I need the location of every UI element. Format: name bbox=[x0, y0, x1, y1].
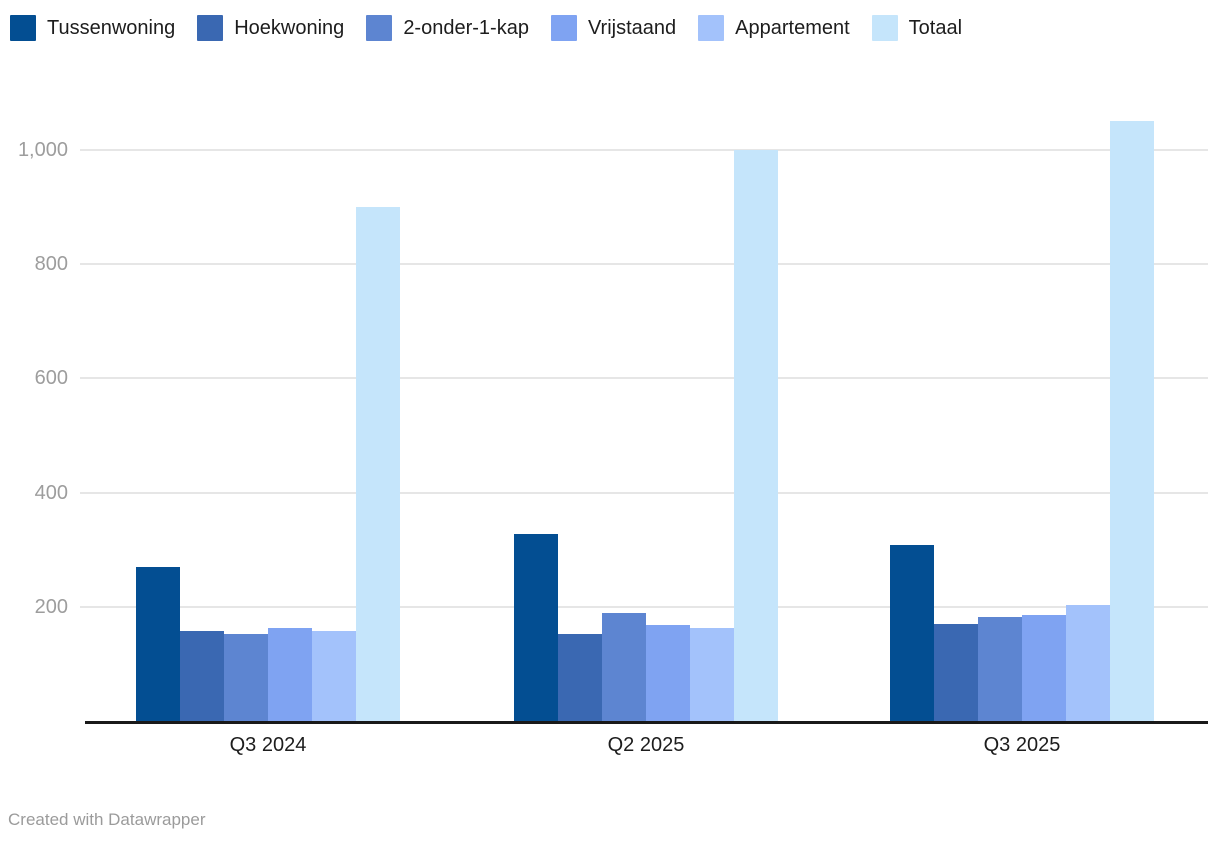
bar-tussenwoning-q3-2025 bbox=[890, 545, 934, 721]
legend-label-tussenwoning: Tussenwoning bbox=[47, 17, 176, 39]
bar-tussenwoning-q2-2025 bbox=[514, 534, 558, 721]
x-axis-line bbox=[85, 721, 1208, 724]
y-tick-label-800: 800 bbox=[34, 253, 68, 276]
bar-appartement-q3-2025 bbox=[1066, 605, 1110, 721]
bar-tussenwoning-q3-2024 bbox=[136, 567, 180, 721]
legend-swatch-tussenwoning bbox=[10, 15, 36, 41]
bar-hoekwoning-q2-2025 bbox=[558, 634, 602, 721]
bar-hoekwoning-q3-2025 bbox=[934, 624, 978, 721]
bar-vrijstaand-q3-2025 bbox=[1022, 615, 1066, 721]
y-tick-label-1000: 1,000 bbox=[17, 139, 68, 161]
legend-label-vrijstaand: Vrijstaand bbox=[587, 17, 677, 39]
datawrapper-credit: Created with Datawrapper bbox=[8, 810, 206, 829]
gridline-1000 bbox=[80, 149, 1208, 151]
gridline-600 bbox=[80, 377, 1208, 380]
legend-label-hoekwoning: Hoekwoning bbox=[234, 17, 345, 39]
y-tick-label-600: 600 bbox=[34, 367, 68, 390]
bar-2-onder-1-kap-q3-2025 bbox=[978, 617, 1022, 721]
gridline-200 bbox=[80, 605, 1208, 608]
x-tick-label-q3-2025: Q3 2025 bbox=[983, 734, 1061, 756]
bar-totaal-q3-2025 bbox=[1110, 121, 1154, 721]
bar-2-onder-1-kap-q2-2025 bbox=[602, 613, 646, 721]
legend-item-appartement: Appartement bbox=[698, 15, 850, 41]
legend-swatch-appartement bbox=[698, 15, 725, 41]
bar-hoekwoning-q3-2024 bbox=[180, 631, 224, 721]
gridline-400 bbox=[80, 491, 1208, 494]
y-tick-label-400: 400 bbox=[34, 481, 68, 504]
legend-item-hoekwoning: Hoekwoning bbox=[197, 15, 344, 41]
legend-item-vrijstaand: Vrijstaand bbox=[550, 15, 677, 41]
legend-swatch-2-onder-1-kap bbox=[366, 15, 393, 41]
legend-label-totaal: Totaal bbox=[908, 17, 963, 39]
y-tick-label-200: 200 bbox=[34, 595, 68, 618]
legend-item-2-onder-1-kap: 2-onder-1-kap bbox=[366, 15, 529, 41]
legend-item-tussenwoning: Tussenwoning bbox=[10, 15, 175, 41]
legend-swatch-totaal bbox=[871, 15, 898, 41]
bar-appartement-q2-2025 bbox=[690, 628, 734, 721]
legend-item-totaal: Totaal bbox=[871, 15, 963, 41]
bar-2-onder-1-kap-q3-2024 bbox=[224, 634, 268, 721]
bar-vrijstaand-q3-2024 bbox=[268, 628, 312, 721]
x-tick-label-q2-2025: Q2 2025 bbox=[607, 734, 685, 756]
bar-appartement-q3-2024 bbox=[312, 631, 356, 721]
legend-label-2-onder-1-kap: 2-onder-1-kap bbox=[403, 17, 529, 39]
bar-vrijstaand-q2-2025 bbox=[646, 625, 690, 721]
x-tick-label-q3-2024: Q3 2024 bbox=[229, 734, 307, 756]
bar-totaal-q2-2025 bbox=[734, 150, 778, 721]
legend-swatch-vrijstaand bbox=[550, 15, 577, 41]
gridline-800 bbox=[80, 263, 1208, 266]
legend-swatch-hoekwoning bbox=[197, 15, 224, 41]
bar-totaal-q3-2024 bbox=[356, 207, 400, 721]
chart-legend: Tussenwoning Hoekwoning 2-onder-1-kap Vrijs… bbox=[10, 15, 962, 41]
legend-label-appartement: Appartement bbox=[735, 17, 850, 39]
